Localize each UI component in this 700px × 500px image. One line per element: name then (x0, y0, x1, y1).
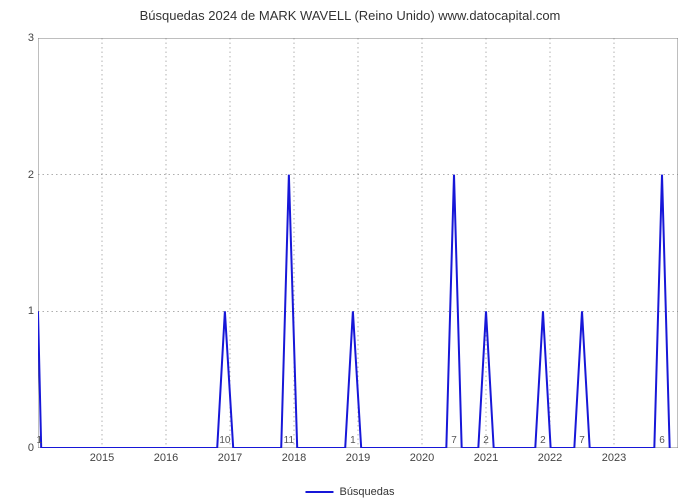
x-tick-label: 2021 (474, 452, 498, 464)
peak-value-label: 7 (579, 435, 585, 446)
x-tick-label: 2020 (410, 452, 434, 464)
x-tick-label: 2017 (218, 452, 242, 464)
peak-value-label: 10 (219, 435, 230, 446)
x-tick-label: 2023 (602, 452, 626, 464)
legend-swatch (305, 491, 333, 493)
chart-container: Búsquedas 2024 de MARK WAVELL (Reino Uni… (0, 8, 700, 500)
peak-value-label: 6 (659, 435, 665, 446)
y-tick-label: 1 (28, 305, 34, 317)
peak-value-label: 11 (284, 435, 294, 446)
legend: Búsquedas (305, 486, 394, 498)
chart-title: Búsquedas 2024 de MARK WAVELL (Reino Uni… (0, 8, 700, 23)
peak-value-label: 1 (36, 435, 42, 446)
peak-value-label: 2 (540, 435, 546, 446)
x-tick-label: 2022 (538, 452, 562, 464)
y-tick-label: 3 (28, 32, 34, 44)
plot-svg (38, 38, 678, 448)
y-tick-label: 0 (28, 442, 34, 454)
peak-value-label: 7 (451, 435, 457, 446)
x-tick-label: 2016 (154, 452, 178, 464)
x-tick-label: 2015 (90, 452, 114, 464)
peak-value-label: 2 (483, 435, 489, 446)
peak-value-label: 1 (350, 435, 356, 446)
x-tick-label: 2019 (346, 452, 370, 464)
legend-label: Búsquedas (339, 486, 394, 498)
y-tick-label: 2 (28, 169, 34, 181)
x-tick-label: 2018 (282, 452, 306, 464)
